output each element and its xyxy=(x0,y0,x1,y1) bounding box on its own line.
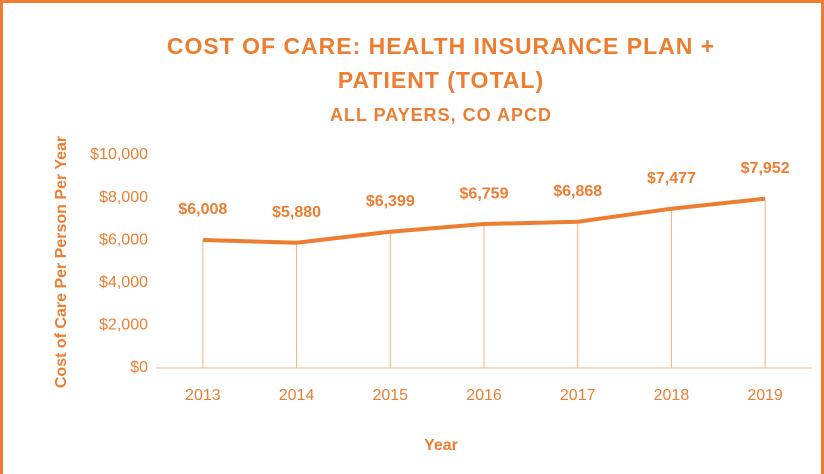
y-tick-label: $2,000 xyxy=(99,317,148,334)
data-label: $7,952 xyxy=(741,160,790,177)
y-axis-label: Cost of Care Per Person Per Year xyxy=(53,136,70,388)
chart-title: PATIENT (TOTAL) xyxy=(338,67,544,93)
x-tick-label: 2014 xyxy=(279,387,315,404)
x-tick-label: 2019 xyxy=(747,387,783,404)
data-label: $5,880 xyxy=(272,204,321,221)
x-tick-label: 2018 xyxy=(654,387,690,404)
data-label: $6,399 xyxy=(366,193,415,210)
y-tick-label: $0 xyxy=(130,359,148,376)
data-label: $6,759 xyxy=(460,185,509,202)
y-tick-label: $4,000 xyxy=(99,274,148,291)
x-tick-label: 2015 xyxy=(372,387,408,404)
chart-subtitle: ALL PAYERS, CO APCD xyxy=(330,105,552,125)
x-tick-label: 2013 xyxy=(185,387,221,404)
data-label: $6,008 xyxy=(178,201,227,218)
chart-title: COST OF CARE: HEALTH INSURANCE PLAN + xyxy=(167,33,715,59)
y-tick-label: $6,000 xyxy=(99,231,148,248)
y-tick-label: $8,000 xyxy=(99,189,148,206)
x-tick-label: 2017 xyxy=(560,387,596,404)
y-tick-label: $10,000 xyxy=(90,146,148,163)
line xyxy=(202,196,766,245)
data-label: $6,868 xyxy=(553,183,602,200)
x-tick-label: 2016 xyxy=(466,387,502,404)
x-axis-label: Year xyxy=(424,437,458,454)
data-label: $7,477 xyxy=(647,170,696,187)
